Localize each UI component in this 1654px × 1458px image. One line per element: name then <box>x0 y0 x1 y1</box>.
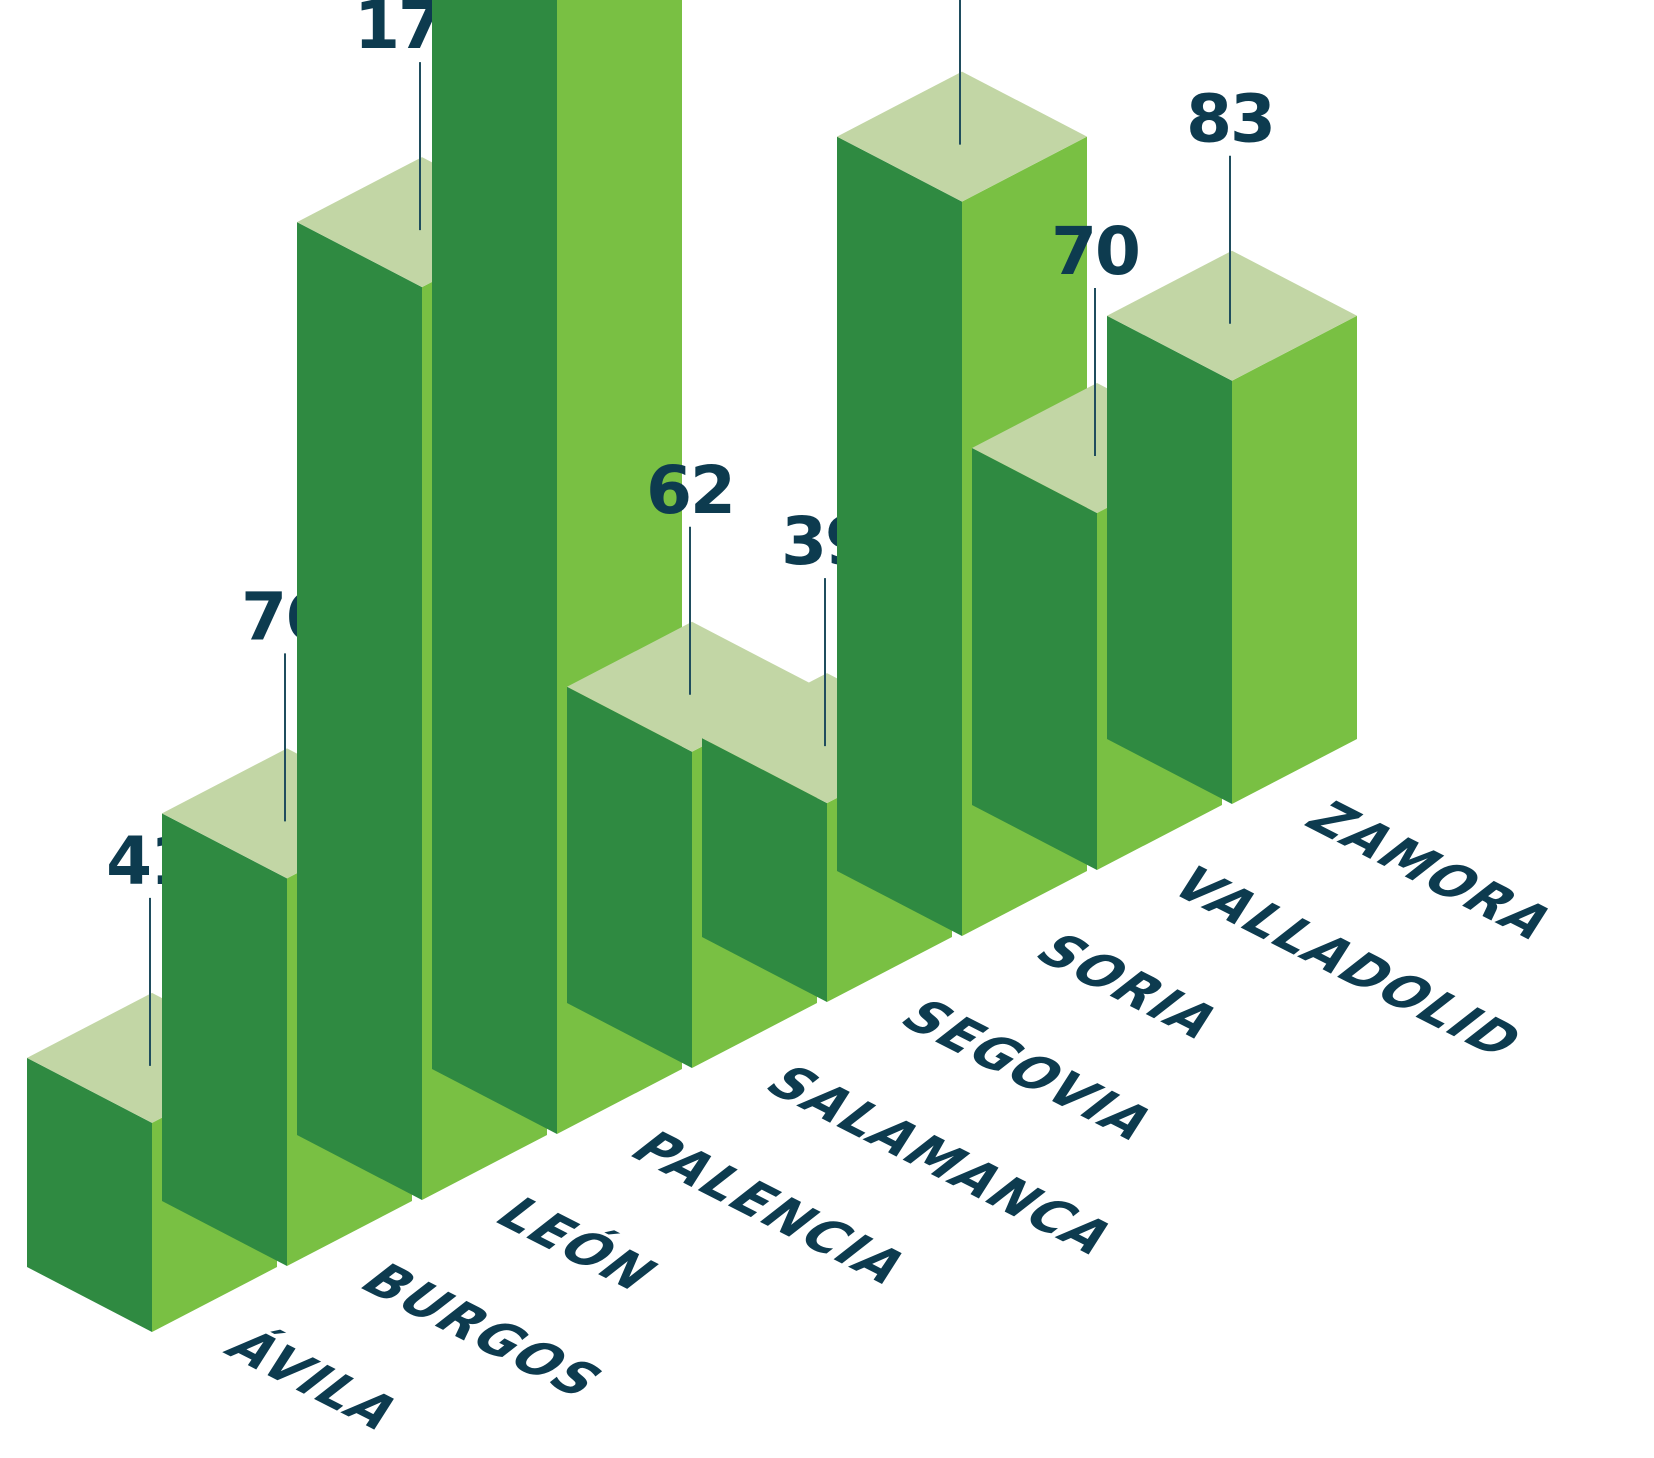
value-label: 62 <box>646 452 734 529</box>
category-label: ÁVILA <box>211 1320 417 1439</box>
bar-left-face <box>1107 315 1232 804</box>
bar-left-face <box>567 686 692 1068</box>
bar-left-face <box>297 222 422 1201</box>
bars-layer: 417617926262391447083 <box>27 0 1357 1332</box>
category-label: LEÓN <box>481 1188 674 1301</box>
value-label: 83 <box>1186 81 1274 158</box>
bar-left-face <box>27 1057 152 1332</box>
bar-left-face <box>432 0 557 1134</box>
bar-left-face <box>837 136 962 937</box>
bar-left-face <box>702 738 827 1002</box>
bar-top-face <box>1107 250 1357 381</box>
bar-top-face <box>837 71 1087 202</box>
bar-left-face <box>162 813 287 1266</box>
category-label: SORIA <box>1021 925 1236 1048</box>
value-label: 70 <box>1051 213 1139 290</box>
bar-left-face <box>972 448 1097 870</box>
bar-right-face <box>1232 315 1357 804</box>
bar-zamora: 83 <box>1107 81 1357 804</box>
